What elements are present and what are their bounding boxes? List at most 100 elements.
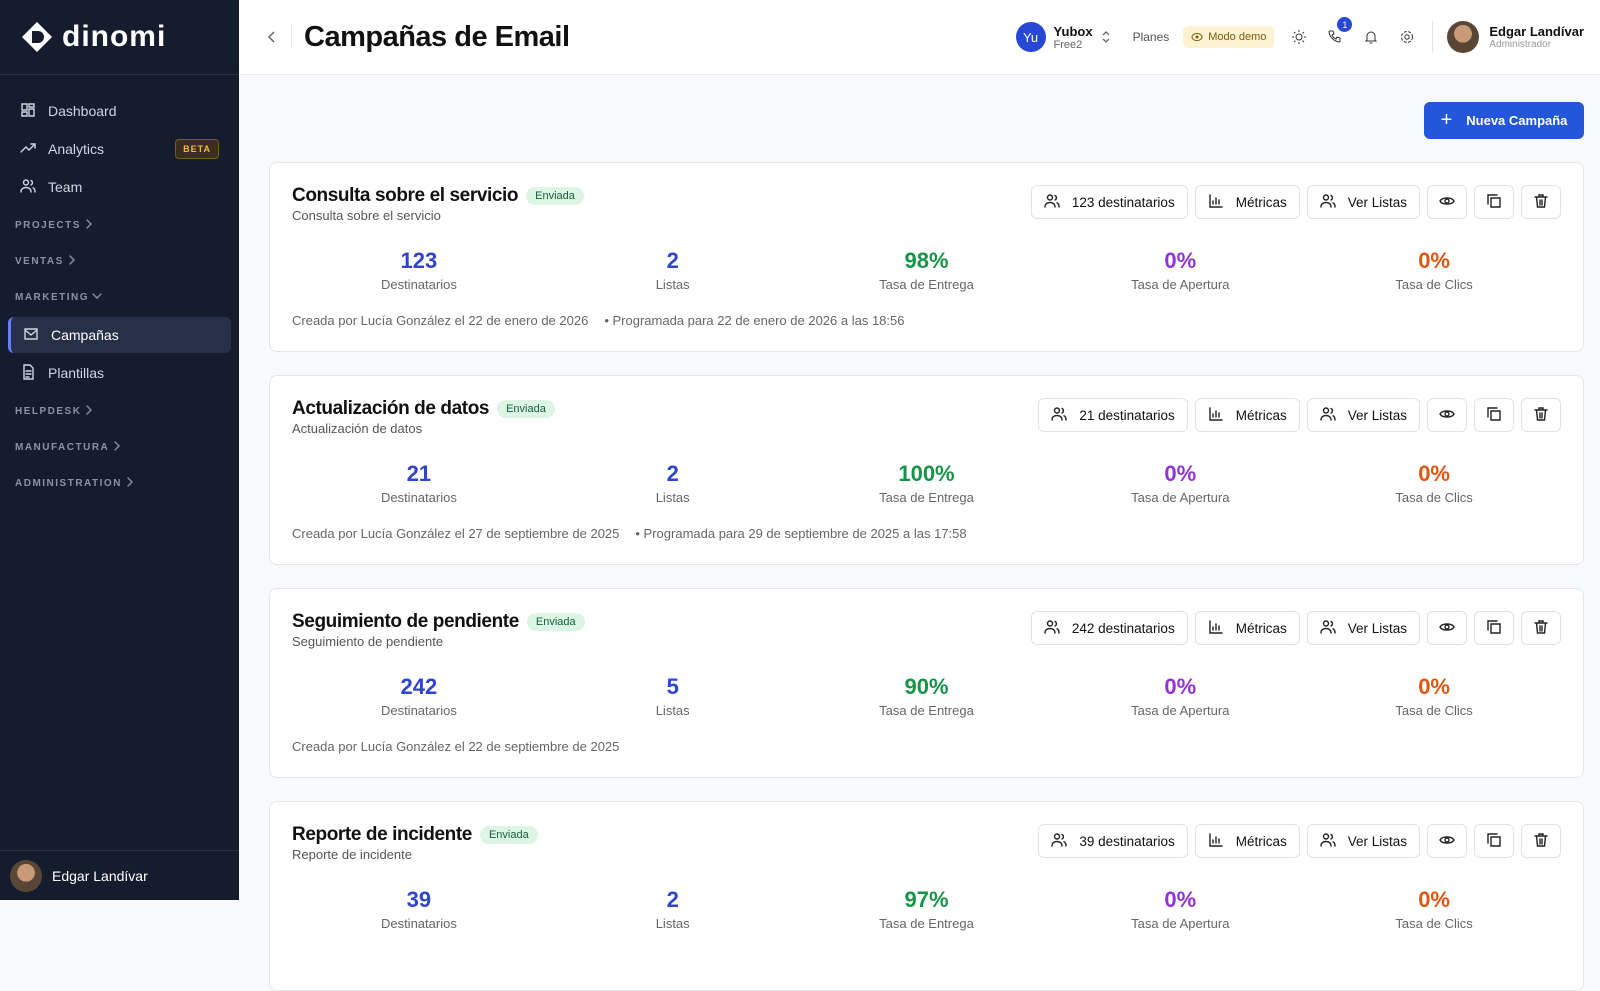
duplicate-button[interactable]	[1474, 185, 1514, 219]
recipients-button[interactable]: 21 destinatarios	[1038, 398, 1188, 432]
icon-svg	[127, 476, 133, 487]
status-badge: Enviada	[526, 613, 585, 631]
stat-value: 0%	[1418, 461, 1450, 486]
lists-button[interactable]: Ver Listas	[1306, 185, 1420, 219]
nav-label: Analytics	[48, 141, 105, 157]
icon	[1439, 193, 1455, 212]
delete-button[interactable]	[1521, 824, 1561, 858]
sidebar-user[interactable]: Edgar Landívar	[0, 850, 239, 900]
updown	[1102, 31, 1110, 43]
plans-link[interactable]: Planes	[1132, 30, 1170, 44]
view-button[interactable]	[1427, 398, 1467, 432]
recipients-button[interactable]: 39 destinatarios	[1038, 824, 1188, 858]
phone-icon	[1328, 30, 1341, 43]
button-label: Ver Listas	[1347, 194, 1407, 210]
settings-button[interactable]	[1396, 29, 1418, 45]
stat-value: 0%	[1418, 674, 1450, 699]
metrics-button[interactable]: Métricas	[1194, 398, 1300, 432]
stat-value: 0%	[1164, 674, 1197, 699]
nav-section[interactable]: MARKETING	[0, 279, 239, 315]
campaign-title-row: Seguimiento de pendiente Enviada	[292, 611, 585, 633]
stat: 5 Listas	[546, 674, 800, 718]
stat-value: 0%	[1418, 887, 1450, 912]
icon-svg	[20, 178, 36, 193]
icon-svg	[1209, 406, 1223, 421]
icon-svg	[1439, 409, 1455, 418]
user-name: Edgar Landívar	[52, 867, 148, 884]
icon	[1533, 619, 1549, 638]
section-label: MARKETING	[15, 291, 90, 303]
recipients-button[interactable]: 242 destinatarios	[1030, 611, 1188, 645]
back-button[interactable]	[267, 26, 292, 48]
delete-button[interactable]	[1521, 398, 1561, 432]
logo[interactable]: dinomi	[0, 0, 239, 75]
recipients-button[interactable]: 123 destinatarios	[1030, 185, 1188, 219]
campaign-stats: 123 Destinatarios 2 Listas 98% Tasa de Entreg…	[292, 248, 1561, 292]
stat: 2 Listas	[546, 887, 800, 931]
delete-button[interactable]	[1521, 185, 1561, 219]
campaign-stats: 39 Destinatarios 2 Listas 97% Tasa de Entrega…	[292, 887, 1561, 931]
nav-item[interactable]: Plantillas	[8, 355, 231, 391]
icon	[1533, 406, 1549, 425]
duplicate-button[interactable]	[1474, 824, 1514, 858]
delete-button[interactable]	[1521, 611, 1561, 645]
stat: 242 Destinatarios	[292, 674, 546, 718]
stat-value: 0%	[1418, 248, 1450, 273]
nav: Dashboard Analytics BETA Team PROJECTS VENTAS…	[0, 75, 239, 501]
icon-svg	[1439, 835, 1455, 844]
new-campaign-button[interactable]: + Nueva Campaña	[1424, 102, 1584, 139]
org-name: Yubox	[1053, 23, 1093, 39]
user-role: Administrador	[1489, 39, 1552, 50]
theme-toggle[interactable]	[1288, 29, 1310, 45]
calls-button[interactable]: 1	[1324, 17, 1353, 45]
icon-svg	[23, 363, 34, 380]
icon	[1320, 619, 1336, 638]
user-menu[interactable]: Edgar Landívar Administrador	[1432, 21, 1584, 53]
nav-item[interactable]: Team	[8, 169, 231, 205]
metrics-button[interactable]: Métricas	[1194, 611, 1300, 645]
campaign-subtitle: Seguimiento de pendiente	[292, 634, 444, 649]
stat: 39 Destinatarios	[292, 887, 546, 931]
icon	[20, 140, 36, 159]
view-button[interactable]	[1427, 611, 1467, 645]
stat-label: Tasa de Entrega	[879, 916, 974, 931]
duplicate-button[interactable]	[1474, 611, 1514, 645]
nav-section[interactable]: VENTAS	[0, 243, 239, 279]
nav-item[interactable]: Dashboard	[8, 93, 231, 129]
nav-section[interactable]: PROJECTS	[0, 207, 239, 243]
view-button[interactable]	[1427, 185, 1467, 219]
lists-button[interactable]: Ver Listas	[1306, 398, 1420, 432]
icon	[1486, 193, 1502, 212]
view-button[interactable]	[1427, 824, 1467, 858]
nav-item[interactable]: Analytics BETA	[8, 131, 231, 167]
duplicate-button[interactable]	[1474, 398, 1514, 432]
org-switcher[interactable]: Yu Yubox Free2	[1015, 22, 1111, 52]
stat: 0% Tasa de Apertura	[1053, 674, 1307, 718]
button-label: Métricas	[1235, 407, 1287, 423]
demo-badge[interactable]: Modo demo	[1183, 26, 1275, 48]
metrics-button[interactable]: Métricas	[1194, 824, 1300, 858]
created-text: Creada por Lucía González el 22 de septi…	[292, 739, 620, 754]
metrics-button[interactable]: Métricas	[1194, 185, 1300, 219]
bell-button[interactable]	[1360, 29, 1382, 45]
stat-value: 2	[666, 248, 679, 273]
status-badge: Enviada	[526, 187, 584, 205]
nav-section[interactable]: ADMINISTRATION	[0, 465, 239, 501]
scheduled-text: • Programada para 22 de enero de 2026 a …	[604, 313, 905, 328]
icon-svg	[1534, 619, 1548, 634]
lists-button[interactable]: Ver Listas	[1306, 611, 1420, 645]
stat-label: Destinatarios	[380, 277, 457, 292]
icon-svg	[1439, 196, 1455, 205]
nav-section[interactable]: MANUFACTURA	[0, 429, 239, 465]
nav-section[interactable]: HELPDESK	[0, 393, 239, 429]
icon	[89, 288, 105, 307]
nav-item[interactable]: Campañas	[8, 317, 231, 353]
icon	[1044, 619, 1060, 638]
icon-svg	[1439, 622, 1455, 631]
stat-label: Tasa de Clics	[1395, 277, 1473, 292]
section-label: VENTAS	[15, 255, 64, 267]
icon	[1208, 832, 1224, 851]
lists-button[interactable]: Ver Listas	[1306, 824, 1420, 858]
icon	[1320, 832, 1336, 851]
